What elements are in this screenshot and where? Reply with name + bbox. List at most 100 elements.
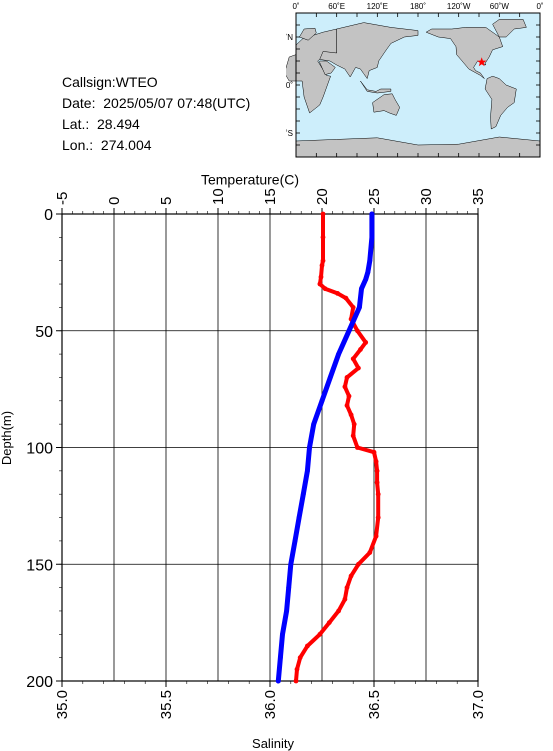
data-point-temperature — [355, 328, 360, 334]
data-point-temperature — [293, 678, 299, 684]
location-map: 0˚ 60˚E 120˚E 180˚ 120˚W 60˚W 0˚ 60˚N 0˚ 60˚S — [276, 0, 553, 175]
data-point-temperature — [342, 384, 348, 390]
data-point-salinity — [327, 375, 333, 380]
data-point-temperature — [322, 286, 328, 292]
data-point-salinity — [359, 286, 364, 292]
data-point-salinity — [319, 398, 325, 404]
date-text: Date: 2025/05/07 07:48(UTC) — [62, 95, 251, 111]
map-lon-label: 60˚W — [490, 2, 510, 11]
data-point-temperature — [374, 480, 380, 485]
land-mass-5 — [372, 93, 400, 116]
top-tick-label: 30 — [418, 188, 435, 205]
y-tick-label: 200 — [26, 674, 53, 691]
data-point-temperature — [348, 412, 354, 418]
y-tick-label: 150 — [26, 557, 53, 574]
top-tick-label: 35 — [470, 188, 487, 205]
data-point-salinity — [305, 468, 310, 474]
data-point-salinity — [288, 561, 294, 567]
data-point-salinity — [292, 538, 298, 544]
station-info: Callsign:WTEO Date: 2025/05/07 07:48(UTC… — [62, 72, 250, 156]
data-point-temperature — [375, 515, 381, 520]
map-lon-label: 0˚ — [292, 2, 299, 11]
data-point-temperature — [363, 340, 369, 345]
data-point-temperature — [371, 449, 377, 455]
data-point-temperature — [320, 258, 326, 264]
land-mass-1 — [299, 27, 317, 41]
data-point-temperature — [358, 347, 363, 352]
data-point-salinity — [369, 234, 375, 240]
bottom-tick-label: 37.0 — [470, 690, 487, 719]
data-point-temperature — [344, 403, 350, 408]
data-point-salinity — [307, 445, 312, 450]
data-point-salinity — [365, 270, 371, 275]
data-point-salinity — [369, 211, 375, 217]
data-point-salinity — [336, 351, 341, 357]
data-point-temperature — [342, 596, 348, 602]
data-point-salinity — [286, 585, 292, 590]
land-mass-0 — [284, 28, 337, 114]
y-tick-label: 100 — [26, 441, 53, 458]
map-lon-label: 120˚E — [367, 2, 388, 11]
data-point-temperature — [350, 356, 356, 362]
data-point-temperature — [319, 263, 325, 268]
data-point-temperature — [356, 365, 361, 371]
longitude-text: Lon.: 274.004 — [62, 137, 152, 153]
data-point-salinity — [284, 608, 289, 614]
y-axis-label: Depth(m) — [0, 411, 14, 465]
data-point-temperature — [367, 550, 373, 555]
data-point-temperature — [318, 274, 324, 280]
callsign-text: Callsign:WTEO — [62, 74, 158, 90]
data-point-temperature — [356, 561, 361, 567]
bottom-axis-label: Salinity — [252, 736, 294, 751]
bottom-tick-label: 35.5 — [158, 690, 175, 719]
map-lat-label: 60˚S — [286, 129, 293, 138]
data-point-temperature — [375, 491, 381, 497]
data-point-salinity — [296, 515, 302, 520]
land-mass-4 — [360, 80, 392, 94]
data-point-temperature — [344, 585, 350, 590]
top-tick-label: 10 — [210, 188, 227, 205]
data-point-temperature — [344, 375, 350, 380]
data-point-temperature — [374, 468, 380, 474]
data-point-temperature — [350, 305, 356, 310]
top-tick-label: 20 — [314, 188, 331, 205]
map-lat-label: 0˚ — [286, 81, 293, 90]
data-point-temperature — [305, 643, 310, 649]
map-lon-label: 180˚ — [410, 2, 426, 11]
data-point-salinity — [363, 277, 369, 282]
data-point-salinity — [280, 631, 285, 637]
data-point-temperature — [373, 459, 379, 464]
top-axis-label: Temperature(C) — [201, 171, 299, 187]
bottom-tick-label: 36.5 — [366, 690, 383, 719]
data-point-temperature — [336, 608, 341, 614]
top-tick-label: 0 — [106, 197, 123, 205]
data-point-temperature — [326, 620, 332, 625]
y-tick-label: 0 — [44, 207, 53, 224]
y-tick-label: 50 — [35, 324, 53, 341]
land-mass-3 — [319, 60, 336, 75]
station-marker-icon — [477, 57, 487, 67]
data-point-temperature — [335, 291, 340, 296]
data-point-salinity — [367, 258, 373, 264]
data-point-temperature — [351, 421, 357, 427]
data-point-salinity — [300, 491, 306, 497]
data-point-temperature — [346, 393, 352, 399]
land-mass-7 — [492, 19, 527, 38]
map-lon-label: 60˚E — [328, 2, 345, 11]
data-point-salinity — [275, 678, 281, 684]
land-mass-6 — [425, 27, 504, 79]
data-point-salinity — [357, 305, 362, 310]
world-map-svg: 0˚ 60˚E 120˚E 180˚ 120˚W 60˚W 0˚ 60˚N 0˚ 60˚S — [276, 2, 544, 158]
map-lat-label: 60˚N — [286, 33, 293, 42]
data-point-temperature — [317, 281, 323, 287]
land-mass-8 — [484, 75, 517, 130]
data-point-temperature — [348, 573, 354, 579]
plot-frame — [61, 213, 479, 682]
top-tick-label: 15 — [262, 188, 279, 205]
data-point-temperature — [343, 295, 349, 301]
data-point-salinity — [311, 421, 317, 427]
top-tick-label: 5 — [158, 197, 175, 205]
data-point-salinity — [346, 328, 352, 334]
latitude-text: Lat.: 28.494 — [62, 116, 140, 132]
top-tick-label: 25 — [366, 188, 383, 205]
